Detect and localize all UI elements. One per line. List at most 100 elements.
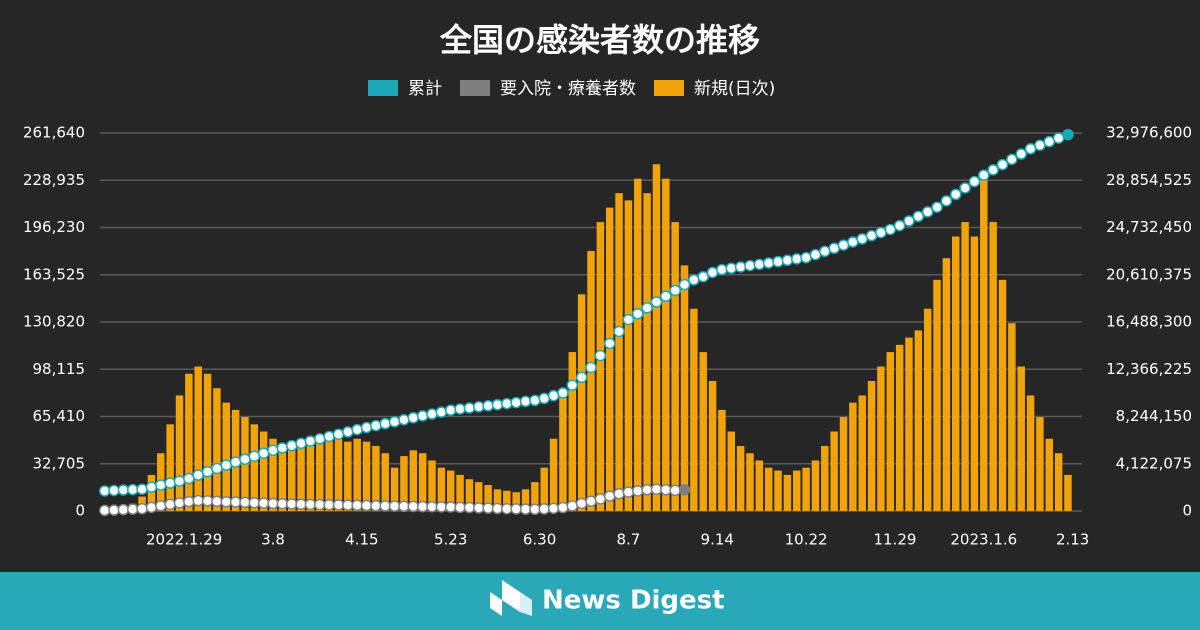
line-marker — [1052, 132, 1065, 144]
bar — [634, 178, 642, 511]
line-marker — [416, 410, 429, 422]
x-tick-label: 4.15 — [345, 531, 378, 549]
line-marker — [117, 503, 130, 516]
bar — [736, 445, 745, 511]
line-marker — [940, 195, 953, 207]
line-marker — [248, 450, 261, 462]
brand-name: News Digest — [542, 586, 725, 616]
line-marker — [388, 415, 401, 428]
line-marker — [239, 496, 251, 509]
bar — [746, 453, 754, 511]
line-marker — [875, 226, 887, 239]
line-marker — [192, 469, 204, 481]
line-marker — [304, 498, 317, 511]
line-marker — [473, 401, 485, 413]
footer-band — [0, 572, 1200, 630]
line-marker — [828, 242, 840, 255]
line-marker — [407, 500, 420, 513]
line-marker — [968, 175, 981, 188]
line-marker — [622, 313, 635, 326]
bar — [540, 467, 548, 511]
bar — [830, 431, 838, 511]
bar — [587, 250, 595, 512]
line-marker — [183, 472, 195, 485]
bar — [952, 236, 960, 512]
bar — [194, 366, 202, 511]
bar — [409, 450, 418, 511]
line-marker — [566, 500, 579, 512]
bar — [372, 445, 380, 511]
line-marker — [547, 389, 560, 402]
line-marker — [575, 371, 588, 384]
bar — [755, 460, 764, 511]
y-tick-label: 228,935 — [23, 171, 85, 189]
bar — [325, 438, 333, 511]
line-marker — [398, 500, 410, 513]
bar — [662, 178, 670, 511]
line-marker — [566, 379, 579, 391]
line-marker — [183, 495, 195, 508]
line-marker — [734, 261, 747, 273]
y2-tick-label: 4,122,075 — [1116, 454, 1192, 472]
line-marker — [613, 488, 625, 500]
bar — [446, 470, 455, 511]
bar — [961, 222, 969, 512]
bar — [297, 438, 305, 511]
legend-label: 累計 — [408, 79, 442, 99]
bar — [671, 222, 679, 512]
bar — [166, 424, 174, 511]
line-marker — [931, 201, 943, 213]
line-marker — [1043, 135, 1056, 148]
line-marker — [211, 462, 223, 475]
bar — [306, 445, 315, 511]
bar — [549, 438, 558, 511]
line-marker — [211, 495, 223, 508]
line-marker — [837, 239, 850, 251]
y2-tick-label: 32,976,600 — [1106, 124, 1192, 142]
x-tick-label: 6.30 — [523, 531, 556, 549]
line-marker — [229, 456, 242, 468]
bar — [980, 178, 988, 511]
bar — [596, 222, 605, 512]
bar — [175, 395, 184, 511]
line-marker — [108, 504, 120, 516]
line-marker — [716, 263, 728, 276]
bar — [942, 258, 951, 511]
bar — [147, 474, 156, 511]
bar — [783, 474, 792, 511]
line-marker — [444, 404, 457, 416]
line-marker — [304, 435, 317, 447]
line-marker — [444, 501, 457, 513]
line-marker — [416, 500, 429, 513]
line-marker — [257, 447, 270, 459]
line-marker — [613, 325, 625, 338]
bar — [764, 467, 773, 511]
line-marker — [192, 494, 204, 507]
bar — [923, 308, 932, 511]
bar — [905, 337, 913, 511]
line-marker — [809, 248, 822, 261]
line-marker — [660, 484, 672, 496]
line-marker — [753, 258, 766, 271]
bar — [998, 279, 1007, 511]
line-marker — [791, 253, 803, 265]
line-marker — [482, 400, 494, 412]
line-marker — [342, 426, 354, 438]
line-marker — [145, 501, 158, 514]
line-marker — [585, 495, 597, 508]
line-marker — [155, 479, 167, 491]
line-marker — [603, 490, 616, 502]
line-marker — [622, 486, 635, 498]
line-marker — [482, 502, 494, 514]
line-marker — [959, 182, 971, 194]
line-marker — [594, 493, 607, 505]
bar — [559, 395, 567, 511]
line-marker — [426, 408, 438, 420]
bar — [1036, 417, 1044, 511]
legend-swatch — [654, 80, 684, 96]
line-marker — [1006, 153, 1018, 166]
y-tick-label: 65,410 — [33, 407, 86, 425]
y2-tick-label: 16,488,300 — [1106, 313, 1192, 331]
line-marker — [641, 302, 653, 314]
bar — [437, 467, 446, 511]
